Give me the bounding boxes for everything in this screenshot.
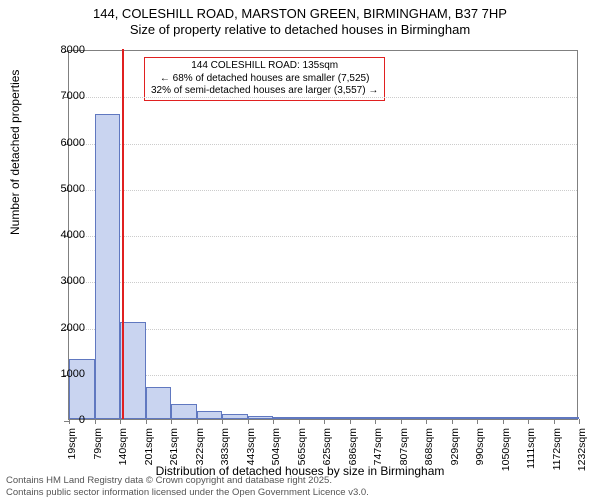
- histogram-bar: [401, 417, 427, 419]
- chart-area: 144 COLESHILL ROAD: 135sqm ← 68% of deta…: [68, 50, 578, 420]
- x-tick-label: 990sqm: [474, 428, 486, 465]
- x-tick: [299, 419, 300, 424]
- gridline: [69, 282, 577, 283]
- histogram-bar: [299, 417, 325, 419]
- footer-attribution: Contains HM Land Registry data © Crown c…: [0, 473, 375, 500]
- x-tick-label: 807sqm: [398, 428, 410, 465]
- title-block: 144, COLESHILL ROAD, MARSTON GREEN, BIRM…: [0, 0, 600, 39]
- y-tick-label: 4000: [61, 229, 85, 241]
- histogram-bar: [554, 417, 580, 419]
- title-line-1: 144, COLESHILL ROAD, MARSTON GREEN, BIRM…: [0, 6, 600, 22]
- x-tick: [146, 419, 147, 424]
- x-tick: [375, 419, 376, 424]
- x-tick: [452, 419, 453, 424]
- x-tick-label: 625sqm: [321, 428, 333, 465]
- footer-line-1: Contains HM Land Registry data © Crown c…: [6, 475, 369, 486]
- y-tick-label: 0: [79, 414, 85, 426]
- x-tick: [222, 419, 223, 424]
- x-tick: [120, 419, 121, 424]
- x-tick-label: 504sqm: [270, 428, 282, 465]
- x-tick: [401, 419, 402, 424]
- x-tick-label: 79sqm: [92, 428, 104, 460]
- histogram-bar: [197, 411, 223, 419]
- histogram-bar: [426, 417, 452, 419]
- y-tick-label: 1000: [61, 368, 85, 380]
- y-tick-label: 2000: [61, 322, 85, 334]
- x-tick: [579, 419, 580, 424]
- x-tick: [426, 419, 427, 424]
- histogram-bar: [528, 417, 554, 419]
- x-tick: [95, 419, 96, 424]
- gridline: [69, 97, 577, 98]
- histogram-bar: [477, 417, 503, 419]
- histogram-bar: [273, 417, 299, 419]
- y-tick-label: 6000: [61, 137, 85, 149]
- x-tick: [197, 419, 198, 424]
- plot-region: 144 COLESHILL ROAD: 135sqm ← 68% of deta…: [68, 50, 578, 420]
- callout-line-2: ← 68% of detached houses are smaller (7,…: [151, 73, 378, 86]
- histogram-bar: [375, 417, 401, 419]
- y-tick-label: 3000: [61, 275, 85, 287]
- x-tick-label: 443sqm: [245, 428, 257, 465]
- x-tick: [503, 419, 504, 424]
- property-marker-line: [122, 49, 124, 419]
- y-axis-label: Number of detached properties: [8, 70, 22, 235]
- x-tick-label: 322sqm: [194, 428, 206, 465]
- x-tick: [477, 419, 478, 424]
- x-tick-label: 140sqm: [117, 428, 129, 465]
- footer-line-2: Contains public sector information licen…: [6, 487, 369, 498]
- histogram-bar: [171, 404, 197, 419]
- x-tick-label: 686sqm: [347, 428, 359, 465]
- x-tick: [69, 419, 70, 424]
- x-tick-label: 565sqm: [296, 428, 308, 465]
- histogram-bar: [503, 417, 529, 419]
- x-tick-label: 201sqm: [143, 428, 155, 465]
- x-tick: [554, 419, 555, 424]
- gridline: [69, 144, 577, 145]
- x-tick-label: 261sqm: [168, 428, 180, 465]
- x-tick-label: 1111sqm: [525, 428, 537, 469]
- histogram-bar: [222, 414, 248, 419]
- y-tick-label: 7000: [61, 90, 85, 102]
- histogram-bar: [350, 417, 376, 419]
- x-tick: [324, 419, 325, 424]
- x-tick: [171, 419, 172, 424]
- y-tick-label: 8000: [61, 44, 85, 56]
- x-tick-label: 929sqm: [449, 428, 461, 465]
- histogram-bar: [146, 387, 172, 419]
- callout-line-3: 32% of semi-detached houses are larger (…: [151, 85, 378, 98]
- histogram-bar: [95, 114, 121, 419]
- x-tick: [248, 419, 249, 424]
- histogram-bar: [248, 416, 274, 419]
- x-tick-label: 19sqm: [66, 428, 78, 460]
- histogram-bar: [324, 417, 350, 419]
- gridline: [69, 190, 577, 191]
- callout-line-1: 144 COLESHILL ROAD: 135sqm: [151, 60, 378, 73]
- x-tick: [528, 419, 529, 424]
- x-tick: [350, 419, 351, 424]
- title-line-2: Size of property relative to detached ho…: [0, 22, 600, 38]
- x-tick-label: 383sqm: [219, 428, 231, 465]
- x-tick-label: 747sqm: [372, 428, 384, 465]
- x-tick: [273, 419, 274, 424]
- gridline: [69, 236, 577, 237]
- chart-container: 144, COLESHILL ROAD, MARSTON GREEN, BIRM…: [0, 0, 600, 500]
- marker-callout: 144 COLESHILL ROAD: 135sqm ← 68% of deta…: [144, 57, 385, 101]
- histogram-bar: [452, 417, 478, 419]
- x-tick-label: 868sqm: [423, 428, 435, 465]
- y-tick-label: 5000: [61, 183, 85, 195]
